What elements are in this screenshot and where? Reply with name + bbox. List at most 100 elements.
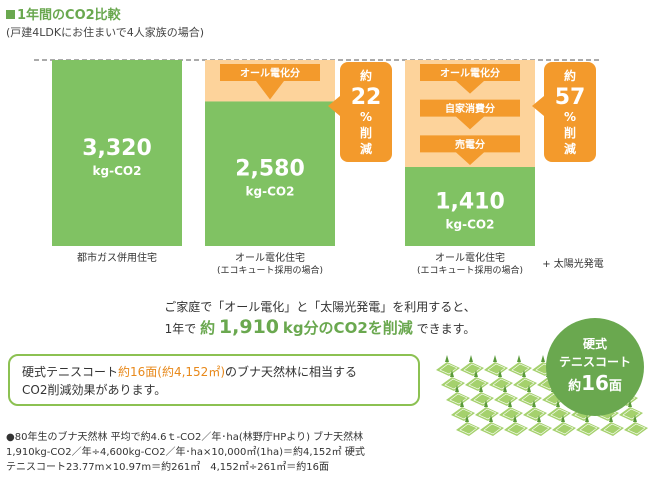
co2-bar-chart: 3,320kg-CO2都市ガス併用住宅2,580kg-CO2オール電化分オール電… [34,59,604,276]
court-tile [624,422,648,436]
court-line [463,363,482,375]
court-line [516,378,535,390]
court-tile [441,377,465,391]
tree-icon [537,415,541,422]
category-label: オール電化住宅 [435,251,505,264]
badge-line-3: 約16面 [568,371,622,395]
summary-line-1: ご家庭で「オール電化」と「太陽光発電」を利用すると、 [164,300,476,314]
court-tile [465,377,489,391]
tree-icon [561,415,565,422]
tree-icon [489,415,493,422]
reduction-label: オール電化分 [440,67,500,80]
callout-prefix: 約 [564,68,576,83]
tree-icon [455,385,459,392]
court-line [555,423,574,435]
tree-icon [541,355,545,362]
court-line [473,393,492,405]
tree-icon [633,415,637,422]
summary-post: できます。 [416,322,476,336]
court-line [550,408,569,420]
tree-icon [508,400,512,407]
court-line [507,423,526,435]
callout-suffix-3: 減 [564,141,576,156]
court-tile [480,422,504,436]
court-line [502,408,521,420]
court-tile [451,407,475,421]
tennis-highlight: 約16面(約4,152㎡) [118,365,226,379]
callout-pointer [328,96,340,116]
court-line [459,423,478,435]
category-label: オール電化住宅 [235,251,305,264]
tree-icon [513,415,517,422]
reduction-label: 売電分 [455,138,485,151]
court-line [492,378,511,390]
court-tile [489,377,513,391]
percent-callout [340,62,392,162]
tennis-equivalent-box: 硬式テニスコート約16面(約4,152㎡)のブナ天然林に相当する CO2削減効果… [8,354,420,406]
callout-prefix: 約 [360,68,372,83]
tree-icon [460,400,464,407]
bar [52,60,182,246]
court-line [454,408,473,420]
tree-icon [450,370,454,377]
court-tile [547,407,571,421]
tree-icon [609,415,613,422]
tennis-court-badge: 硬式 テニスコート 約16面 [546,318,644,416]
tree-icon [532,400,536,407]
court-tile [446,392,470,406]
page-subtitle: (戸建4LDKにお住まいで4人家族の場合) [6,26,205,39]
footnote-1: ●80年生のブナ天然林 平均で約4.6ｔ-CO2／年･ha(林野庁HPより) ブ… [6,432,364,443]
court-line [439,363,458,375]
court-line [579,423,598,435]
footnote-2: 1,910kg-CO2／年÷4,600kg-CO2／年･ha×10,000㎡(1… [6,447,365,458]
court-tile [504,422,528,436]
tree-icon [498,370,502,377]
bar [405,167,535,246]
court-line [603,423,622,435]
court-tile [523,407,547,421]
tree-icon [585,415,589,422]
tennis-box-line-2: CO2削減効果があります。 [22,383,167,397]
tennis-box-line-1: 硬式テニスコート約16面(約4,152㎡)のブナ天然林に相当する [22,365,358,379]
page-title: 1年間のCO2比較 [6,4,121,23]
reduction-label: 自家消費分 [445,102,495,115]
court-line [483,423,502,435]
court-tile [619,407,643,421]
court-line [468,378,487,390]
court-line [444,378,463,390]
category-note: (エコキュート採用の場合) [417,264,523,276]
bar-value-label: 3,320 [82,136,152,161]
callout-suffix-3: 減 [360,141,372,156]
summary-em-2: kg分のCO2を削減 [282,319,413,337]
callout-suffix-1: % [564,110,576,124]
court-line [487,363,506,375]
tree-icon [503,385,507,392]
court-tile [460,362,484,376]
court-tile [436,362,460,376]
reduction-arrow [220,64,320,100]
tree-icon [484,400,488,407]
court-tile [470,392,494,406]
tree-icon [522,370,526,377]
summary-em-1: 約 [200,319,216,337]
tree-icon [493,355,497,362]
callout-suffix-1: % [360,110,372,124]
summary-pre: 1年で [164,322,197,336]
tree-icon [517,355,521,362]
court-line [622,408,641,420]
bar-unit-label: kg-CO2 [446,218,495,232]
bar-value-label: 2,580 [235,157,305,182]
court-tile [513,377,537,391]
tree-icon [628,400,632,407]
court-tile [475,407,499,421]
court-line [627,423,646,435]
court-tile [494,392,518,406]
reduction-arrow [420,64,520,94]
court-line [521,393,540,405]
court-line [478,408,497,420]
tree-icon [527,385,531,392]
category-note: (エコキュート採用の場合) [217,264,323,276]
court-tile [508,362,532,376]
title-square-icon [6,10,15,19]
badge-line-1: 硬式 [582,337,607,351]
